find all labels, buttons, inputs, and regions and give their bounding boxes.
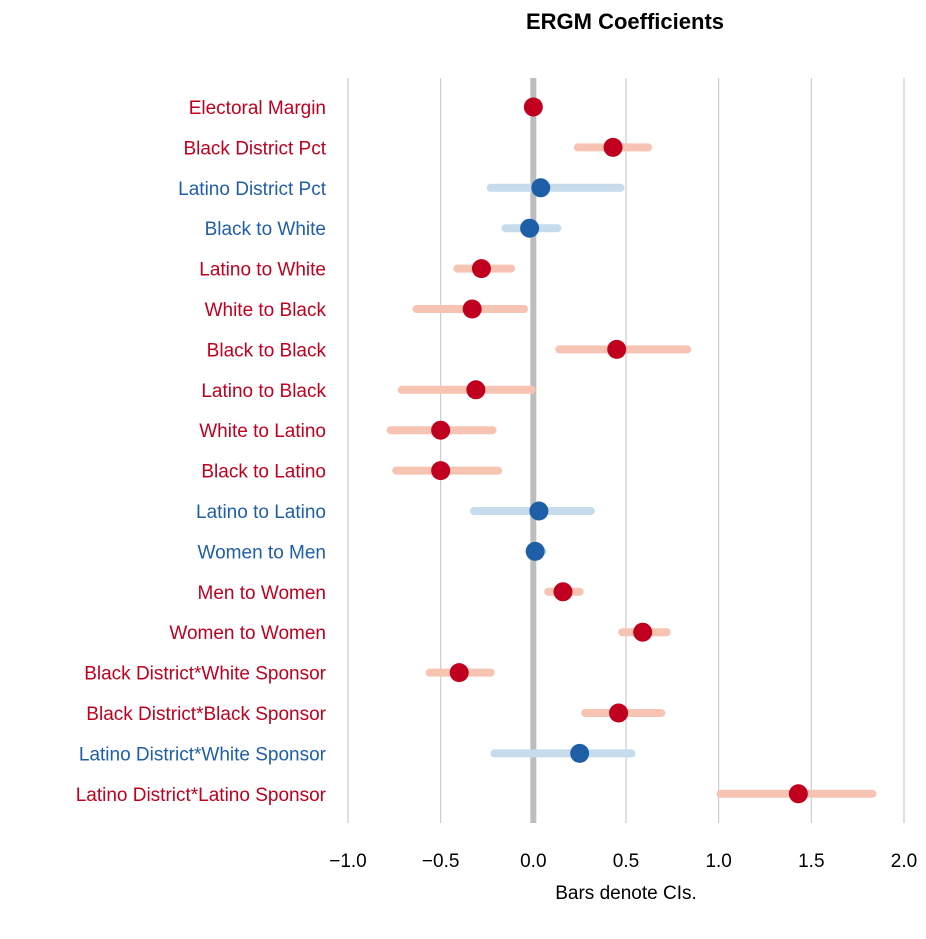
x-tick-label: −0.5: [422, 851, 460, 872]
category-label: Black District*Black Sponsor: [86, 704, 326, 725]
point-estimate: [529, 501, 549, 521]
category-label: Black to Latino: [201, 462, 326, 483]
point-estimate: [788, 784, 808, 804]
point-estimate: [520, 218, 540, 238]
point-estimate: [525, 541, 545, 561]
confidence-intervals: [386, 103, 877, 798]
point-estimate: [570, 743, 590, 763]
chart-title: ERGM Coefficients: [526, 9, 724, 34]
point-estimate: [633, 622, 653, 642]
x-tick-label: −1.0: [329, 851, 367, 872]
category-label: White to Black: [205, 300, 327, 321]
point-estimate: [431, 420, 451, 440]
category-label: Latino District*Latino Sponsor: [76, 785, 327, 806]
gridlines: [347, 78, 905, 823]
point-estimate: [431, 461, 451, 481]
x-axis-label: Bars denote CIs.: [555, 883, 697, 904]
point-estimate: [449, 663, 469, 683]
x-tick-label: 2.0: [891, 851, 917, 872]
point-estimate: [462, 299, 482, 319]
point-estimate: [553, 582, 573, 602]
x-tick-label: 1.5: [798, 851, 824, 872]
x-tick-label: 0.5: [613, 851, 639, 872]
point-estimate: [471, 259, 491, 279]
point-estimate: [466, 380, 486, 400]
point-estimate: [531, 178, 551, 198]
point-estimate: [607, 339, 627, 359]
category-label: Women to Men: [198, 542, 326, 563]
point-estimate: [603, 137, 623, 157]
category-label: Black District*White Sponsor: [84, 664, 326, 685]
category-label: Latino District*White Sponsor: [79, 744, 327, 765]
x-tick-label: 1.0: [705, 851, 731, 872]
category-label: White to Latino: [199, 421, 326, 442]
category-label: Latino District Pct: [178, 179, 327, 200]
point-estimate: [609, 703, 629, 723]
category-label: Latino to Black: [201, 381, 326, 402]
point-estimates: [431, 97, 808, 804]
x-tick-labels: −1.0 −0.5 0.0 0.5 1.0 1.5 2.0: [329, 851, 917, 872]
x-tick-label: 0.0: [520, 851, 546, 872]
category-label: Latino to Latino: [196, 502, 326, 523]
category-label: Women to Women: [169, 623, 326, 644]
category-label: Latino to White: [199, 260, 326, 281]
category-label: Black to White: [205, 219, 326, 240]
category-label: Men to Women: [198, 583, 326, 604]
point-estimate: [523, 97, 543, 117]
category-label: Electoral Margin: [189, 98, 326, 119]
category-labels: Electoral Margin Black District Pct Latino…: [76, 98, 327, 806]
category-label: Black District Pct: [183, 138, 326, 159]
category-label: Black to Black: [207, 340, 327, 361]
